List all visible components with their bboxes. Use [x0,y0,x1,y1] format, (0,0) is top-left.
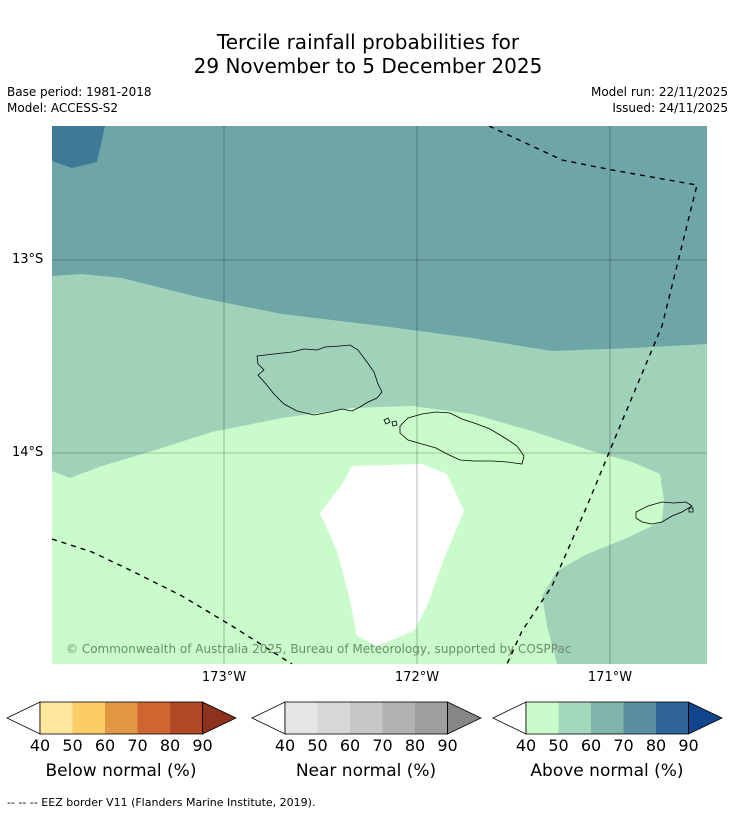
colorbar-below-70 [105,702,138,734]
cb-near-tick-70: 70 [372,736,393,755]
cb-above-tick-50: 50 [548,736,569,755]
lon-label-172w: 172°W [394,670,440,685]
colorbar-above [492,701,723,735]
colorbar-near-arrow-high [447,701,482,735]
cb-near-tick-50: 50 [307,736,328,755]
colorbar-above-70 [591,702,624,734]
eez-legend-note: -- -- -- EEZ border V11 (Flanders Marine… [7,796,316,809]
colorbar-near-label: Near normal (%) [295,761,437,781]
colorbar-below-arrow-high [202,701,237,735]
colorbar-near-70 [350,702,383,734]
colorbar-above-arrow-high [688,701,723,735]
cb-above-tick-90: 90 [678,736,699,755]
colorbar-above-label: Above normal (%) [530,761,684,781]
chart-title: Tercile rainfall probabilities for 29 No… [0,30,736,78]
colorbar-below-80 [137,702,170,734]
island-savaii [256,344,383,416]
cb-above-tick-70: 70 [613,736,634,755]
lon-label-171w: 171°W [587,670,633,685]
issued-date: Issued: 24/11/2025 [612,101,728,115]
cb-above-tick-60: 60 [580,736,602,755]
colorbar-below-60 [72,702,105,734]
colorbar-near-50 [285,702,318,734]
colorbar-near-90 [415,702,448,734]
colorbar-near-arrow-low [251,701,286,735]
map-panel: © Commonwealth of Australia 2025, Bureau… [52,126,707,664]
colorbar-near-60 [317,702,350,734]
colorbar-below-50 [40,702,73,734]
model-run: Model run: 22/11/2025 [590,85,728,99]
colorbar-above-arrow-low [492,701,527,735]
colorbar-below-arrow-low [6,701,41,735]
graticule [52,126,707,664]
eez-border-samoa-americansamoa [488,126,698,664]
base-period: Base period: 1981-2018 [7,85,152,99]
cb-below-tick-90: 90 [192,736,213,755]
cb-below-tick-40: 40 [29,736,51,755]
eez-border [52,126,698,664]
colorbar-near-80 [382,702,415,734]
cb-below-tick-70: 70 [127,736,148,755]
cb-near-tick-40: 40 [274,736,296,755]
island-upolu [399,411,525,465]
islet-manono [391,420,398,427]
copyright-note: © Commonwealth of Australia 2025, Bureau… [66,642,571,656]
islet-apolima [383,417,391,425]
colorbar-above-50 [526,702,559,734]
colorbar-above-60 [558,702,591,734]
colorbar-below [6,701,237,735]
cb-near-tick-60: 60 [339,736,361,755]
title-line-2: 29 November to 5 December 2025 [193,54,543,78]
meta-left: Base period: 1981-2018 Model: ACCESS-S2 [7,84,152,116]
cb-near-tick-90: 90 [437,736,458,755]
lat-label-13s: 13°S [12,252,44,267]
colorbar-near [251,701,482,735]
colorbar-below-90 [170,702,203,734]
cb-below-tick-60: 60 [94,736,116,755]
island-tutuila [635,501,693,525]
meta-right: Model run: 22/11/2025 Issued: 24/11/2025 [591,84,728,116]
lat-label-14s: 14°S [12,445,44,460]
cb-above-tick-80: 80 [645,736,667,755]
colorbar-above-80 [623,702,656,734]
zone-no-signal [320,464,464,646]
title-line-1: Tercile rainfall probabilities for [216,30,520,54]
zone-above-80 [52,126,105,168]
islet-aunuu [688,507,694,513]
cb-below-tick-50: 50 [62,736,83,755]
model-name: Model: ACCESS-S2 [7,101,119,115]
colorbar-below-label: Below normal (%) [45,761,197,781]
lon-label-173w: 173°W [201,670,247,685]
coastlines [256,344,694,525]
eez-border-southwest [52,538,293,664]
cb-above-tick-40: 40 [515,736,537,755]
colorbar-above-90 [656,702,689,734]
cb-below-tick-80: 80 [159,736,181,755]
cb-near-tick-80: 80 [404,736,426,755]
